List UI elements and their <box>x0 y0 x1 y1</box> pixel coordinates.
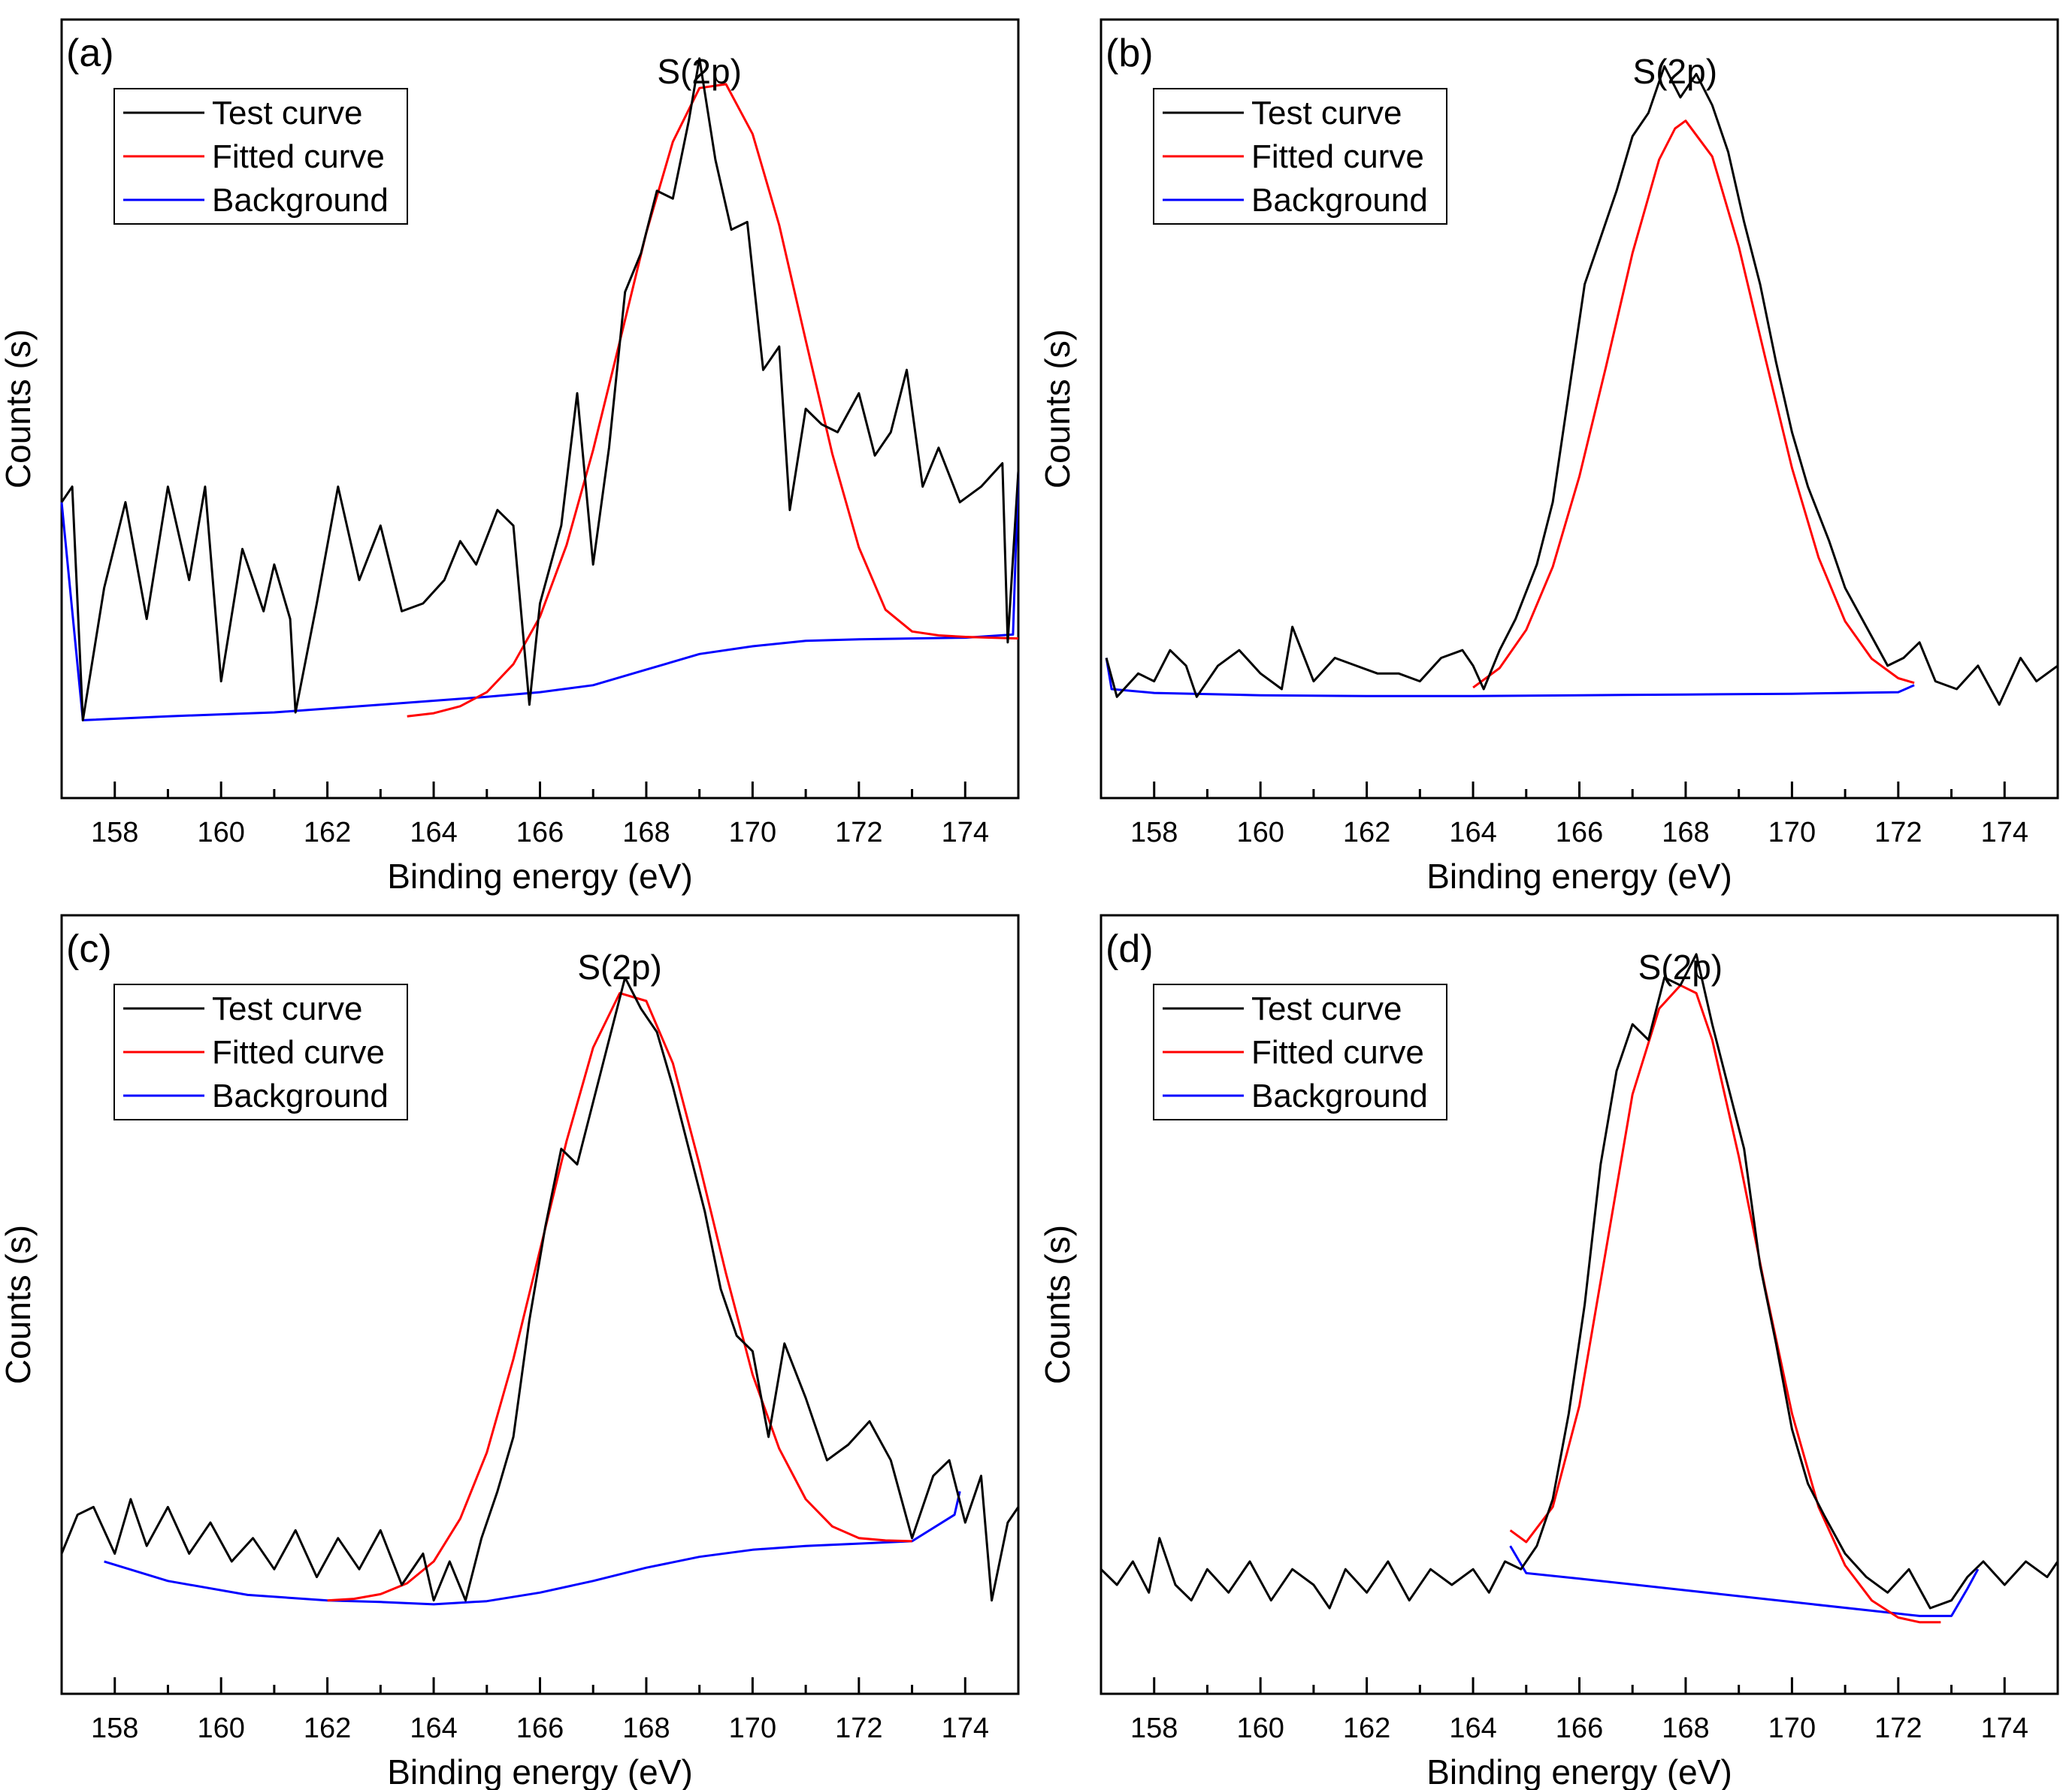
x-tick-label: 166 <box>516 817 564 848</box>
x-tick-label: 162 <box>304 817 351 848</box>
x-tick-label: 168 <box>622 817 670 848</box>
legend-label-background: Background <box>1251 182 1428 219</box>
series-background-line <box>1509 1545 1980 1617</box>
x-axis-title: Binding energy (eV) <box>387 857 693 896</box>
x-tick-label: 172 <box>1874 1713 1922 1744</box>
x-tick-label: 170 <box>1768 1713 1816 1744</box>
peak-label: S(2p) <box>1638 948 1723 987</box>
x-tick-label: 158 <box>1130 1713 1178 1744</box>
chart-panel-c: 158 160 162 164 166 168 170 172 174 Binding energ… <box>0 914 1020 1790</box>
x-axis-title: Binding energy (eV) <box>387 1752 693 1790</box>
y-axis-title: Counts (s) <box>1038 1225 1077 1384</box>
peak-label: S(2p) <box>577 948 661 987</box>
x-tick-label: 172 <box>1874 817 1922 848</box>
x-tick-label: 170 <box>1768 817 1816 848</box>
series-background-line <box>1105 658 1915 697</box>
panel-label: (d) <box>1106 927 1154 971</box>
x-tick-label: 162 <box>1343 817 1390 848</box>
y-axis-title: Counts (s) <box>0 1225 38 1384</box>
legend-box <box>1153 984 1447 1120</box>
series-test-line <box>60 976 1020 1602</box>
x-tick-label: 166 <box>1556 1713 1603 1744</box>
x-tick-label: 162 <box>304 1713 351 1744</box>
x-tick-label: 162 <box>1343 1713 1390 1744</box>
x-tick-label: 160 <box>197 1713 244 1744</box>
x-tick-label: 170 <box>729 817 776 848</box>
chart-panel-a: 158 160 162 164 166 168 170 172 174 Binding energ… <box>0 18 1020 896</box>
series-background-line <box>104 1491 961 1606</box>
peak-label: S(2p) <box>657 52 741 91</box>
legend-label-fitted: Fitted curve <box>212 138 385 175</box>
x-tick-label: 168 <box>622 1713 670 1744</box>
x-tick-label: 160 <box>1236 1713 1284 1744</box>
series-test-line <box>60 57 1020 721</box>
legend: Test curve Fitted curve Background <box>1153 984 1447 1120</box>
legend: Test curve Fitted curve Background <box>113 88 408 225</box>
x-tick-label: 164 <box>1449 1713 1496 1744</box>
series-background-line <box>60 470 1020 721</box>
x-tick-label: 166 <box>516 1713 564 1744</box>
x-tick-label: 172 <box>835 1713 882 1744</box>
legend-label-fitted: Fitted curve <box>1251 138 1424 175</box>
legend-label-fitted: Fitted curve <box>1251 1034 1424 1071</box>
x-tick-label: 174 <box>942 817 989 848</box>
panel-label: (c) <box>66 927 112 971</box>
peak-label: S(2p) <box>1633 52 1717 91</box>
x-tick-label: 172 <box>835 817 882 848</box>
legend-label-fitted: Fitted curve <box>212 1034 385 1071</box>
legend-label-test: Test curve <box>1251 990 1402 1027</box>
x-tick-label: 170 <box>729 1713 776 1744</box>
x-axis-title: Binding energy (eV) <box>1426 857 1732 896</box>
panel-label: (b) <box>1106 32 1154 75</box>
x-tick-label: 158 <box>91 817 138 848</box>
x-tick-label: 174 <box>942 1713 989 1744</box>
x-tick-label: 164 <box>410 817 457 848</box>
y-axis-title: Counts (s) <box>1038 329 1077 488</box>
x-tick-label: 158 <box>1130 817 1178 848</box>
legend: Test curve Fitted curve Background <box>113 984 408 1120</box>
x-axis-title: Binding energy (eV) <box>1426 1752 1732 1790</box>
x-tick-label: 168 <box>1662 817 1709 848</box>
x-tick-label: 174 <box>1981 1713 2028 1744</box>
chart-panel-d: 158 160 162 164 166 168 170 172 174 Binding energ… <box>1038 914 2059 1790</box>
series-test-line <box>1100 953 2059 1610</box>
x-tick-label: 164 <box>1449 817 1496 848</box>
x-tick-label: 158 <box>91 1713 138 1744</box>
chart-panel-b: 158 160 162 164 166 168 170 172 174 Binding energ… <box>1038 18 2059 896</box>
series-fitted-line <box>327 992 912 1602</box>
legend-label-test: Test curve <box>1251 95 1402 132</box>
legend-label-test: Test curve <box>212 990 363 1027</box>
x-tick-label: 168 <box>1662 1713 1709 1744</box>
x-tick-label: 166 <box>1556 817 1603 848</box>
legend-label-test: Test curve <box>212 95 363 132</box>
x-tick-label: 164 <box>410 1713 457 1744</box>
legend-label-background: Background <box>212 182 389 219</box>
series-test-line <box>1105 65 2058 706</box>
series-fitted-line <box>1472 119 1915 689</box>
legend-label-background: Background <box>212 1078 389 1114</box>
series-fitted-line <box>407 83 1019 718</box>
legend: Test curve Fitted curve Background <box>1153 88 1447 225</box>
x-tick-label: 160 <box>1236 817 1284 848</box>
series-fitted-line <box>1509 984 1941 1624</box>
panel-label: (a) <box>66 32 114 75</box>
legend-label-background: Background <box>1251 1078 1428 1114</box>
x-tick-label: 174 <box>1981 817 2028 848</box>
y-axis-title: Counts (s) <box>0 329 38 488</box>
x-tick-label: 160 <box>197 817 244 848</box>
